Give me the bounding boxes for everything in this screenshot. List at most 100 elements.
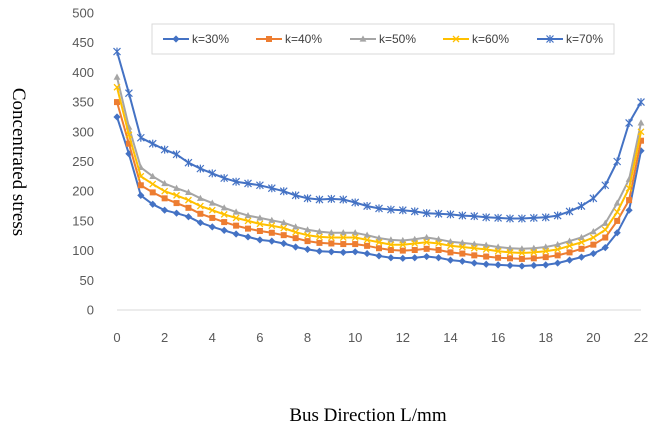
y-tick-label: 250 — [72, 154, 94, 169]
data-point-triangle — [280, 219, 288, 226]
data-point-square — [459, 250, 466, 257]
data-point-triangle — [482, 241, 490, 248]
data-point-square — [125, 140, 132, 147]
data-point-x — [351, 234, 359, 241]
data-point-triangle — [244, 211, 252, 219]
data-point-x — [518, 249, 526, 257]
data-point-star — [577, 202, 586, 211]
data-point-x — [411, 240, 419, 247]
data-point-diamond — [387, 254, 395, 262]
data-point-star — [160, 145, 169, 154]
data-point-square — [137, 182, 144, 189]
data-point-diamond — [411, 254, 419, 262]
data-point-triangle — [113, 73, 121, 80]
x-tick-label: 6 — [256, 330, 263, 345]
data-point-x — [399, 241, 407, 249]
data-point-x — [196, 202, 204, 210]
data-point-square — [376, 245, 382, 252]
data-point-diamond — [220, 226, 228, 235]
legend-label: k=50% — [379, 32, 416, 46]
data-point-diamond — [506, 261, 514, 270]
data-point-star — [124, 89, 133, 98]
data-point-triangle — [327, 229, 335, 236]
data-point-square — [185, 204, 192, 211]
series-k=60% — [113, 83, 645, 257]
y-tick-label: 50 — [80, 273, 94, 288]
data-point-diamond — [613, 229, 621, 237]
legend-marker-triangle — [359, 35, 367, 42]
data-point-triangle — [423, 233, 431, 241]
data-point-diamond — [256, 236, 264, 244]
data-point-square — [590, 241, 597, 248]
y-tick-label: 0 — [87, 303, 94, 318]
data-point-square — [149, 189, 156, 196]
data-point-triangle — [196, 194, 204, 201]
data-point-triangle — [601, 219, 609, 226]
series-k=30% — [113, 113, 645, 270]
y-tick-label: 100 — [72, 243, 94, 258]
data-point-triangle — [173, 184, 180, 191]
data-point-star — [220, 174, 229, 183]
legend-label: k=70% — [566, 32, 603, 46]
data-point-square — [328, 240, 335, 247]
data-point-square — [268, 229, 275, 236]
data-point-star — [315, 195, 324, 204]
legend-label: k=60% — [472, 32, 509, 46]
data-point-diamond — [446, 256, 455, 264]
data-point-diamond — [565, 256, 574, 264]
data-point-triangle — [185, 188, 192, 195]
data-point-diamond — [184, 213, 193, 221]
data-point-square — [435, 247, 442, 254]
data-point-triangle — [506, 244, 514, 251]
data-point-x — [613, 208, 621, 216]
data-point-diamond — [554, 259, 562, 267]
data-point-diamond — [113, 113, 121, 121]
x-tick-label: 22 — [634, 330, 648, 345]
data-point-diamond — [494, 261, 502, 269]
data-point-diamond — [315, 247, 324, 255]
data-point-diamond — [530, 261, 538, 270]
data-point-triangle — [411, 235, 419, 242]
x-tick-label: 0 — [113, 330, 120, 345]
x-tick-label: 14 — [443, 330, 457, 345]
data-point-square — [411, 247, 418, 254]
data-point-x — [113, 83, 121, 91]
data-point-star — [494, 213, 503, 222]
data-point-star — [148, 139, 157, 148]
data-point-x — [184, 196, 192, 204]
data-point-star — [517, 214, 526, 223]
data-point-diamond — [434, 254, 443, 262]
data-point-x — [458, 243, 466, 251]
data-point-triangle — [375, 234, 383, 241]
x-tick-label: 16 — [491, 330, 505, 345]
data-point-triangle — [220, 204, 228, 211]
y-axis-tick-labels: 0 50 100 150 200 250 300 350 400 450 500 — [72, 6, 94, 318]
data-point-diamond — [280, 239, 288, 248]
data-point-triangle — [149, 172, 157, 179]
data-point-star — [375, 204, 383, 213]
data-point-star — [398, 206, 407, 215]
data-point-star — [255, 181, 264, 190]
data-point-x — [149, 180, 157, 188]
legend-marker-diamond — [172, 35, 180, 43]
data-point-diamond — [577, 253, 586, 261]
y-tick-label: 500 — [72, 6, 94, 21]
data-point-square — [221, 219, 228, 226]
data-point-x — [315, 233, 323, 241]
legend-label: k=30% — [192, 32, 229, 46]
data-point-diamond — [589, 249, 597, 258]
data-point-x — [542, 247, 550, 255]
data-point-star — [291, 191, 300, 200]
data-point-triangle — [518, 245, 526, 252]
data-point-triangle — [399, 236, 407, 244]
y-tick-label: 350 — [72, 95, 94, 110]
data-point-x — [387, 241, 395, 249]
legend-item: k=70% — [537, 32, 603, 46]
data-point-star — [637, 98, 645, 107]
x-tick-label: 20 — [586, 330, 600, 345]
data-point-star — [386, 205, 395, 214]
data-point-star — [172, 150, 181, 159]
data-point-diamond — [327, 248, 335, 256]
data-point-square — [471, 252, 478, 259]
